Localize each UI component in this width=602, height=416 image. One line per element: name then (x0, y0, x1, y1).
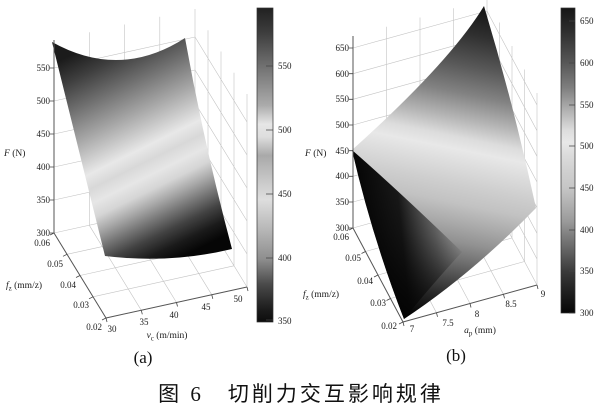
a-z-tick-label: 400 (37, 162, 51, 172)
a-y-tick-label: 0.04 (60, 280, 76, 290)
b-cbar-tick-label: 550 (580, 100, 594, 110)
panel-a-label: (a) (134, 348, 153, 367)
b-z-tick-label: 600 (336, 69, 350, 79)
a-x-tick-label: 30 (108, 324, 118, 334)
b-y-tick-label: 0.02 (381, 321, 397, 331)
a-x-tick-label: 50 (234, 294, 244, 304)
b-y-tick-label: 0.06 (333, 232, 349, 242)
b-cbar-tick-label: 500 (580, 141, 594, 151)
tick-marks-a (49, 67, 249, 323)
b-z-tick-label: 450 (336, 146, 350, 156)
tick-marks-b (348, 47, 539, 327)
colorbar-b-ticks (569, 20, 575, 314)
b-cbar-tick-label: 350 (580, 266, 594, 276)
b-x-tick-label: 9 (541, 289, 546, 299)
panel-b: 300 350 400 450 500 550 600 650 0.06 0.0… (303, 0, 594, 365)
colorbar-a: 550 500 450 400 350 (256, 7, 292, 326)
b-cbar-tick-label: 400 (580, 225, 594, 235)
b-y-axis-label: fz (mm/z) (303, 289, 339, 302)
a-x-tick-label: 35 (140, 317, 150, 327)
panel-a: 300 350 400 450 500 550 0.06 0.05 0.04 0… (3, 7, 292, 367)
a-z-tick-label: 500 (37, 96, 51, 106)
b-y-tick-label: 0.04 (357, 276, 373, 286)
figure-caption: 图 6 切削力交互影响规律 (158, 382, 444, 406)
a-y-tick-label: 0.05 (47, 259, 63, 269)
b-z-tick-label: 350 (336, 197, 350, 207)
a-z-tick-label: 550 (37, 63, 51, 73)
a-z-tick-label: 450 (37, 129, 51, 139)
a-cbar-tick-label: 400 (278, 253, 292, 263)
surface-b (352, 6, 536, 319)
b-z-axis-label: F (N) (304, 148, 326, 159)
a-cbar-tick-label: 350 (278, 316, 292, 326)
a-cbar-tick-label: 500 (278, 125, 292, 135)
b-y-tick-label: 0.03 (370, 298, 386, 308)
b-cbar-tick-label: 650 (580, 16, 594, 26)
a-z-tick-label: 300 (37, 228, 51, 238)
b-z-tick-label: 550 (336, 94, 350, 104)
a-cbar-tick-label: 450 (278, 189, 292, 199)
b-z-tick-label: 300 (336, 223, 350, 233)
a-x-tick-label: 45 (202, 302, 212, 312)
colorbar-a-ticks (266, 65, 273, 321)
b-x-tick-label: 8.5 (505, 299, 517, 309)
surface-b-dark-fold (352, 150, 462, 319)
colorbar-a-gradient (256, 7, 274, 323)
b-x-axis-label: ap (mm) (464, 325, 496, 338)
b-x-tick-label: 8 (475, 309, 480, 319)
b-cbar-tick-label: 600 (580, 58, 594, 68)
a-x-axis-label: vc (m/min) (147, 330, 188, 343)
b-x-tick-label: 7.5 (442, 318, 454, 328)
colorbar-b-gradient (560, 7, 576, 314)
b-z-tick-label: 400 (336, 171, 350, 181)
panel-b-label: (b) (446, 346, 466, 365)
a-y-tick-label: 0.06 (34, 238, 50, 248)
b-x-tick-label: 7 (410, 324, 415, 334)
surface-a (52, 38, 232, 259)
b-cbar-tick-label: 450 (580, 183, 594, 193)
figure-canvas: 300 350 400 450 500 550 0.06 0.05 0.04 0… (3, 0, 594, 367)
a-y-axis-label: fz (mm/z) (6, 280, 42, 293)
colorbar-b: 650 600 550 500 450 400 350 300 (560, 7, 594, 318)
a-x-tick-label: 40 (170, 310, 180, 320)
b-cbar-tick-label: 300 (580, 308, 594, 318)
b-z-tick-label: 500 (336, 120, 350, 130)
a-y-tick-label: 0.03 (73, 300, 89, 310)
b-z-tick-label: 650 (336, 43, 350, 53)
a-y-tick-label: 0.02 (86, 322, 102, 332)
a-z-axis-label: F (N) (3, 148, 25, 159)
a-cbar-tick-label: 550 (278, 61, 292, 71)
a-z-tick-label: 350 (37, 195, 51, 205)
b-y-tick-label: 0.05 (345, 253, 361, 263)
